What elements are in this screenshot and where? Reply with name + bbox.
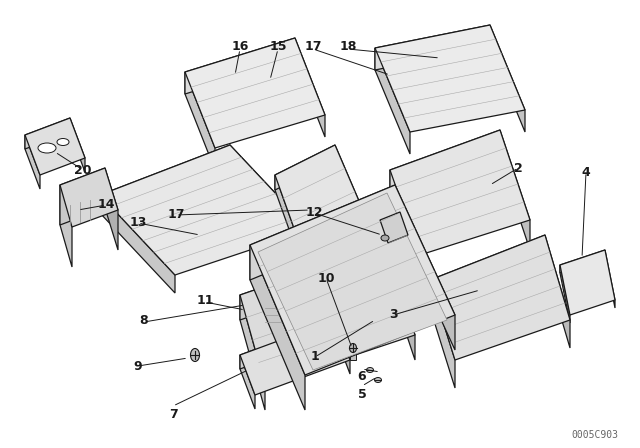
Polygon shape bbox=[395, 185, 455, 350]
Text: 16: 16 bbox=[231, 40, 249, 53]
Text: 8: 8 bbox=[140, 314, 148, 327]
Text: 18: 18 bbox=[339, 40, 356, 53]
Text: 12: 12 bbox=[305, 207, 323, 220]
Polygon shape bbox=[240, 320, 335, 369]
Polygon shape bbox=[60, 168, 105, 225]
Polygon shape bbox=[560, 265, 570, 323]
Polygon shape bbox=[380, 212, 408, 243]
Polygon shape bbox=[295, 38, 325, 137]
Ellipse shape bbox=[374, 378, 381, 383]
Ellipse shape bbox=[191, 349, 200, 362]
Text: 7: 7 bbox=[168, 409, 177, 422]
Text: 5: 5 bbox=[358, 388, 366, 401]
Text: 1: 1 bbox=[310, 350, 319, 363]
Polygon shape bbox=[560, 250, 605, 273]
Polygon shape bbox=[430, 235, 545, 308]
Text: 17: 17 bbox=[304, 40, 322, 53]
Polygon shape bbox=[70, 118, 85, 172]
Polygon shape bbox=[250, 185, 455, 375]
Polygon shape bbox=[240, 295, 265, 410]
Text: 14: 14 bbox=[97, 198, 115, 211]
Polygon shape bbox=[335, 145, 365, 230]
Text: 2: 2 bbox=[514, 161, 522, 175]
Polygon shape bbox=[100, 145, 230, 213]
Polygon shape bbox=[250, 185, 395, 280]
Polygon shape bbox=[430, 280, 455, 388]
Polygon shape bbox=[500, 130, 530, 250]
Polygon shape bbox=[60, 168, 118, 227]
Ellipse shape bbox=[381, 235, 389, 241]
Polygon shape bbox=[385, 245, 415, 360]
Text: 20: 20 bbox=[74, 164, 92, 177]
Polygon shape bbox=[430, 235, 570, 360]
Text: 6: 6 bbox=[358, 370, 366, 383]
Ellipse shape bbox=[349, 344, 356, 353]
Text: 3: 3 bbox=[388, 309, 397, 322]
Text: 0005C903: 0005C903 bbox=[572, 430, 618, 440]
Polygon shape bbox=[240, 245, 415, 385]
Polygon shape bbox=[390, 170, 420, 285]
Text: 11: 11 bbox=[196, 293, 214, 306]
Text: 17: 17 bbox=[167, 208, 185, 221]
Ellipse shape bbox=[302, 313, 318, 323]
Polygon shape bbox=[25, 118, 70, 149]
Polygon shape bbox=[605, 250, 615, 308]
Polygon shape bbox=[105, 168, 118, 250]
Polygon shape bbox=[350, 348, 356, 360]
Text: 10: 10 bbox=[317, 271, 335, 284]
Polygon shape bbox=[250, 245, 305, 410]
Ellipse shape bbox=[57, 138, 69, 146]
Polygon shape bbox=[240, 245, 385, 320]
Polygon shape bbox=[185, 38, 325, 148]
Polygon shape bbox=[375, 48, 410, 154]
Polygon shape bbox=[275, 145, 365, 245]
Polygon shape bbox=[560, 250, 615, 315]
Polygon shape bbox=[185, 38, 295, 94]
Text: 9: 9 bbox=[134, 359, 142, 372]
Polygon shape bbox=[25, 118, 85, 175]
Text: 4: 4 bbox=[582, 165, 590, 178]
Polygon shape bbox=[100, 145, 310, 275]
Polygon shape bbox=[390, 130, 530, 255]
Polygon shape bbox=[240, 320, 350, 395]
Polygon shape bbox=[25, 135, 40, 189]
Ellipse shape bbox=[337, 303, 353, 313]
Polygon shape bbox=[335, 320, 350, 374]
Polygon shape bbox=[375, 25, 525, 132]
Polygon shape bbox=[545, 235, 570, 348]
Polygon shape bbox=[240, 355, 255, 409]
Polygon shape bbox=[275, 175, 300, 260]
Polygon shape bbox=[275, 145, 335, 190]
Polygon shape bbox=[100, 195, 175, 293]
Text: 13: 13 bbox=[129, 216, 147, 229]
Polygon shape bbox=[258, 193, 447, 370]
Polygon shape bbox=[375, 25, 490, 70]
Polygon shape bbox=[490, 25, 525, 132]
Ellipse shape bbox=[367, 367, 374, 372]
Text: 15: 15 bbox=[269, 40, 287, 53]
Polygon shape bbox=[230, 145, 310, 248]
Polygon shape bbox=[60, 185, 72, 267]
Polygon shape bbox=[390, 130, 500, 200]
Ellipse shape bbox=[38, 143, 56, 153]
Polygon shape bbox=[185, 72, 215, 170]
